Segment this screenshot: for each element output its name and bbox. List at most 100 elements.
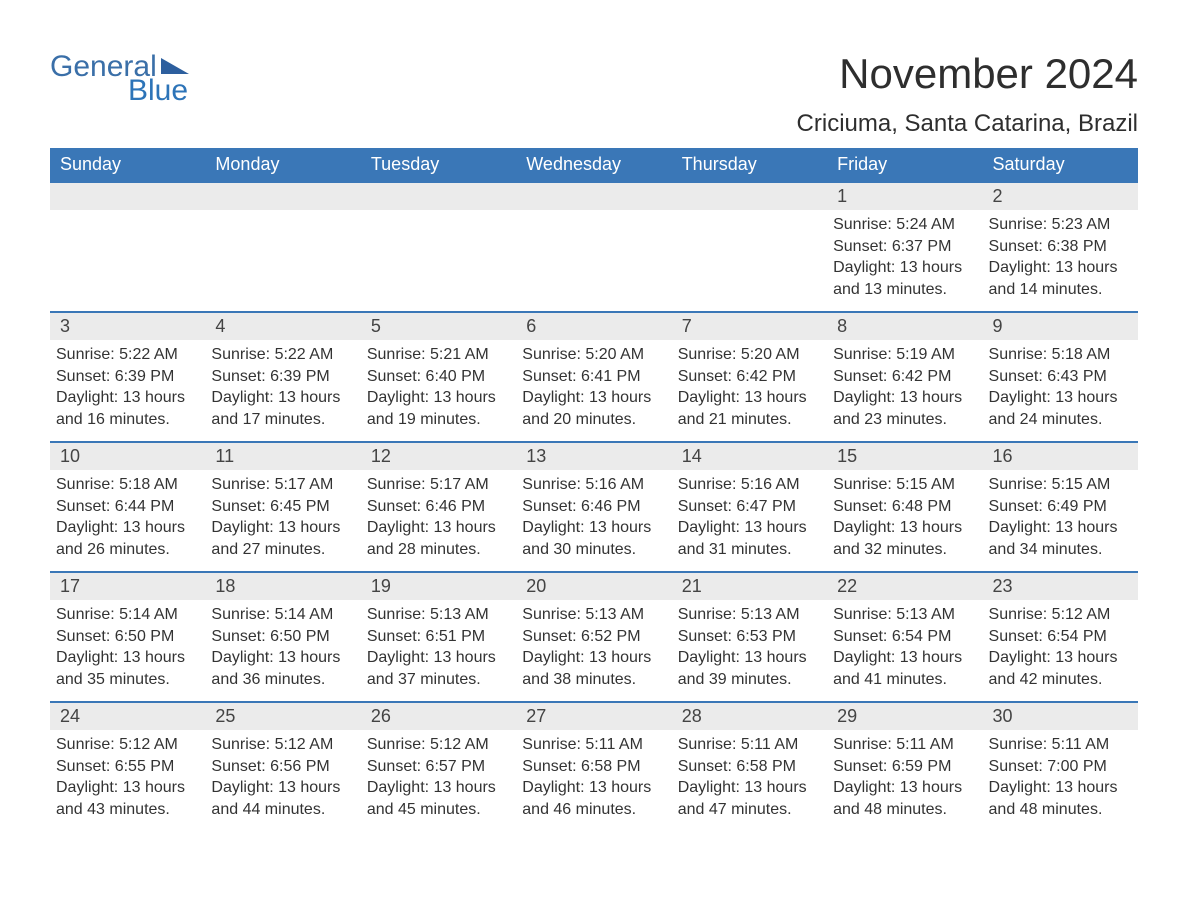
page-header: General Blue November 2024 Criciuma, San… <box>50 20 1138 138</box>
day-cell: 13Sunrise: 5:16 AMSunset: 6:46 PMDayligh… <box>516 443 671 571</box>
sunset-line: Sunset: 7:00 PM <box>989 756 1132 778</box>
daylight-line: Daylight: 13 hours and 34 minutes. <box>989 517 1132 560</box>
day-cell: 30Sunrise: 5:11 AMSunset: 7:00 PMDayligh… <box>983 703 1138 831</box>
sunrise-line: Sunrise: 5:21 AM <box>367 344 510 366</box>
day-cell: 19Sunrise: 5:13 AMSunset: 6:51 PMDayligh… <box>361 573 516 701</box>
empty-day-bar <box>50 183 205 210</box>
day-cell: 14Sunrise: 5:16 AMSunset: 6:47 PMDayligh… <box>672 443 827 571</box>
sunset-line: Sunset: 6:45 PM <box>211 496 354 518</box>
empty-day-bar <box>361 183 516 210</box>
daylight-line: Daylight: 13 hours and 21 minutes. <box>678 387 821 430</box>
day-cell: 8Sunrise: 5:19 AMSunset: 6:42 PMDaylight… <box>827 313 982 441</box>
weekday-header-row: SundayMondayTuesdayWednesdayThursdayFrid… <box>50 148 1138 181</box>
day-cell: 20Sunrise: 5:13 AMSunset: 6:52 PMDayligh… <box>516 573 671 701</box>
day-number: 24 <box>50 703 205 730</box>
day-number: 9 <box>983 313 1138 340</box>
day-cell: 22Sunrise: 5:13 AMSunset: 6:54 PMDayligh… <box>827 573 982 701</box>
location-subtitle: Criciuma, Santa Catarina, Brazil <box>797 110 1138 138</box>
sunrise-line: Sunrise: 5:14 AM <box>211 604 354 626</box>
day-number: 13 <box>516 443 671 470</box>
day-number: 26 <box>361 703 516 730</box>
day-cell: 10Sunrise: 5:18 AMSunset: 6:44 PMDayligh… <box>50 443 205 571</box>
day-cell: 9Sunrise: 5:18 AMSunset: 6:43 PMDaylight… <box>983 313 1138 441</box>
sunset-line: Sunset: 6:48 PM <box>833 496 976 518</box>
day-number: 2 <box>983 183 1138 210</box>
day-number: 6 <box>516 313 671 340</box>
sunrise-line: Sunrise: 5:12 AM <box>211 734 354 756</box>
sunrise-line: Sunrise: 5:23 AM <box>989 214 1132 236</box>
week-row: 1Sunrise: 5:24 AMSunset: 6:37 PMDaylight… <box>50 181 1138 311</box>
sunset-line: Sunset: 6:37 PM <box>833 236 976 258</box>
daylight-line: Daylight: 13 hours and 27 minutes. <box>211 517 354 560</box>
day-cell: 28Sunrise: 5:11 AMSunset: 6:58 PMDayligh… <box>672 703 827 831</box>
day-number: 4 <box>205 313 360 340</box>
day-number: 22 <box>827 573 982 600</box>
day-number: 21 <box>672 573 827 600</box>
sunset-line: Sunset: 6:53 PM <box>678 626 821 648</box>
day-cell: 1Sunrise: 5:24 AMSunset: 6:37 PMDaylight… <box>827 183 982 311</box>
sunrise-line: Sunrise: 5:13 AM <box>367 604 510 626</box>
sunset-line: Sunset: 6:51 PM <box>367 626 510 648</box>
daylight-line: Daylight: 13 hours and 28 minutes. <box>367 517 510 560</box>
sunrise-line: Sunrise: 5:20 AM <box>678 344 821 366</box>
sunset-line: Sunset: 6:46 PM <box>522 496 665 518</box>
day-cell: 12Sunrise: 5:17 AMSunset: 6:46 PMDayligh… <box>361 443 516 571</box>
day-number: 29 <box>827 703 982 730</box>
daylight-line: Daylight: 13 hours and 47 minutes. <box>678 777 821 820</box>
empty-day-bar <box>516 183 671 210</box>
sunset-line: Sunset: 6:43 PM <box>989 366 1132 388</box>
daylight-line: Daylight: 13 hours and 17 minutes. <box>211 387 354 430</box>
day-cell: 16 Sunrise: 5:15 AMSunset: 6:49 PMDayligh… <box>983 443 1138 571</box>
daylight-line: Daylight: 13 hours and 31 minutes. <box>678 517 821 560</box>
sunset-line: Sunset: 6:40 PM <box>367 366 510 388</box>
sunrise-line: Sunrise: 5:11 AM <box>989 734 1132 756</box>
day-number: 15 <box>827 443 982 470</box>
daylight-line: Daylight: 13 hours and 36 minutes. <box>211 647 354 690</box>
sunrise-line: Sunrise: 5:13 AM <box>678 604 821 626</box>
sunrise-line: Sunrise: 5:12 AM <box>367 734 510 756</box>
day-number: 3 <box>50 313 205 340</box>
day-cell: 17Sunrise: 5:14 AMSunset: 6:50 PMDayligh… <box>50 573 205 701</box>
day-cell: 26 Sunrise: 5:12 AMSunset: 6:57 PMDayligh… <box>361 703 516 831</box>
day-cell: 7Sunrise: 5:20 AMSunset: 6:42 PMDaylight… <box>672 313 827 441</box>
sunset-line: Sunset: 6:57 PM <box>367 756 510 778</box>
day-cell: 18Sunrise: 5:14 AMSunset: 6:50 PMDayligh… <box>205 573 360 701</box>
day-cell: 6Sunrise: 5:20 AMSunset: 6:41 PMDaylight… <box>516 313 671 441</box>
empty-day-bar <box>672 183 827 210</box>
daylight-line: Daylight: 13 hours and 24 minutes. <box>989 387 1132 430</box>
weekday-header-cell: Monday <box>205 148 360 181</box>
sunset-line: Sunset: 6:55 PM <box>56 756 199 778</box>
daylight-line: Daylight: 13 hours and 41 minutes. <box>833 647 976 690</box>
day-cell: 21Sunrise: 5:13 AMSunset: 6:53 PMDayligh… <box>672 573 827 701</box>
day-number: 7 <box>672 313 827 340</box>
sunset-line: Sunset: 6:56 PM <box>211 756 354 778</box>
daylight-line: Daylight: 13 hours and 19 minutes. <box>367 387 510 430</box>
month-title: November 2024 <box>797 50 1138 98</box>
day-cell: 5Sunrise: 5:21 AMSunset: 6:40 PMDaylight… <box>361 313 516 441</box>
daylight-line: Daylight: 13 hours and 32 minutes. <box>833 517 976 560</box>
sunrise-line: Sunrise: 5:13 AM <box>522 604 665 626</box>
daylight-line: Daylight: 13 hours and 26 minutes. <box>56 517 199 560</box>
day-number: 12 <box>361 443 516 470</box>
day-cell: 11Sunrise: 5:17 AMSunset: 6:45 PMDayligh… <box>205 443 360 571</box>
day-number: 1 <box>827 183 982 210</box>
daylight-line: Daylight: 13 hours and 43 minutes. <box>56 777 199 820</box>
sunset-line: Sunset: 6:52 PM <box>522 626 665 648</box>
day-cell <box>516 183 671 311</box>
sunrise-line: Sunrise: 5:15 AM <box>989 474 1132 496</box>
day-cell: 24 Sunrise: 5:12 AMSunset: 6:55 PMDayligh… <box>50 703 205 831</box>
sunset-line: Sunset: 6:50 PM <box>56 626 199 648</box>
logo: General Blue <box>50 50 189 108</box>
weekday-header-cell: Sunday <box>50 148 205 181</box>
logo-triangle-icon <box>161 58 189 74</box>
sunrise-line: Sunrise: 5:16 AM <box>522 474 665 496</box>
sunset-line: Sunset: 6:49 PM <box>989 496 1132 518</box>
sunrise-line: Sunrise: 5:15 AM <box>833 474 976 496</box>
daylight-line: Daylight: 13 hours and 23 minutes. <box>833 387 976 430</box>
sunset-line: Sunset: 6:46 PM <box>367 496 510 518</box>
sunrise-line: Sunrise: 5:22 AM <box>211 344 354 366</box>
daylight-line: Daylight: 13 hours and 45 minutes. <box>367 777 510 820</box>
weekday-header-cell: Wednesday <box>516 148 671 181</box>
sunrise-line: Sunrise: 5:12 AM <box>56 734 199 756</box>
day-number: 16 <box>983 443 1138 470</box>
